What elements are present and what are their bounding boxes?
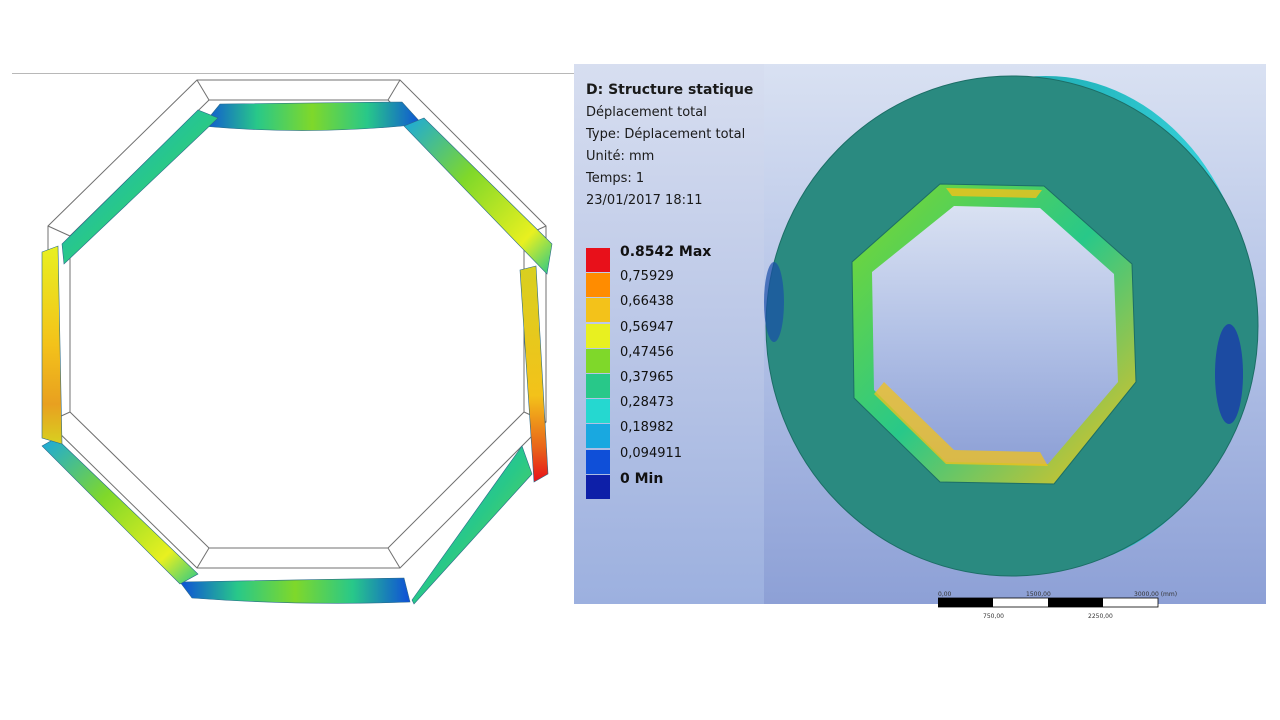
legend-min-label: 0 Min (620, 470, 664, 487)
scale-bar: 0,00 1500,00 3000,00 (mm) 750,00 2250,00 (938, 591, 1177, 620)
legend-value: 0,56947 (620, 319, 674, 335)
undeformed-wireframe (47, 79, 547, 569)
legend-swatch (586, 273, 610, 298)
hole-opening (872, 206, 1118, 464)
legend-value: 0,47456 (620, 344, 674, 360)
separator-line (12, 73, 574, 74)
legend-swatch (586, 399, 610, 424)
legend-swatch (586, 323, 610, 348)
info-line-type: Type: Déplacement total (586, 127, 746, 142)
legend-value: 0,75929 (620, 269, 674, 285)
info-line-unit: Unité: mm (586, 149, 655, 164)
info-line-time: Temps: 1 (586, 171, 645, 186)
deformed-segments (41, 101, 553, 605)
legend-swatch (586, 474, 610, 499)
scale-label: 0,00 (938, 591, 952, 598)
legend-value: 0,094911 (620, 445, 683, 461)
scale-label: 750,00 (983, 613, 1004, 620)
legend-swatch (586, 298, 610, 323)
legend-swatch (586, 449, 610, 474)
result-info: D: Structure statique Déplacement total … (586, 82, 753, 212)
legend-value: 0,66438 (620, 294, 674, 310)
deformed-ring-view[interactable] (12, 74, 574, 634)
result-title: D: Structure statique (586, 82, 754, 98)
legend-swatch (586, 424, 610, 449)
info-line-result-name: Déplacement total (586, 105, 707, 120)
scale-label: 3000,00 (mm) (1134, 591, 1177, 598)
legend-swatch (586, 348, 610, 373)
legend-swatch (586, 373, 610, 398)
legend-value: 0,37965 (620, 369, 674, 385)
scale-label: 2250,00 (1088, 613, 1113, 620)
legend-max-label: 0.8542 Max (620, 244, 712, 260)
legend-value: 0,18982 (620, 420, 674, 436)
info-line-date: 23/01/2017 18:11 (586, 193, 703, 208)
legend-swatch (586, 248, 610, 272)
legend-value: 0,28473 (620, 395, 674, 411)
scale-label: 1500,00 (1026, 591, 1051, 598)
